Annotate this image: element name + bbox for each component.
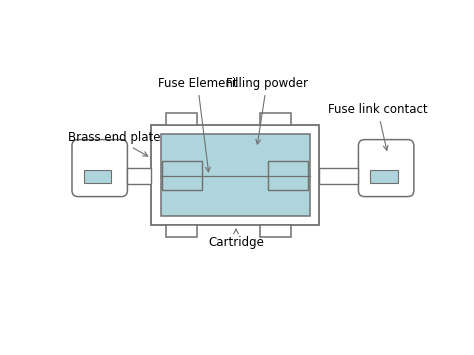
FancyBboxPatch shape: [128, 168, 151, 184]
FancyBboxPatch shape: [83, 170, 111, 183]
Text: Fuse link contact: Fuse link contact: [328, 103, 428, 150]
FancyBboxPatch shape: [260, 225, 291, 237]
FancyBboxPatch shape: [268, 161, 309, 190]
Text: Brass end plate: Brass end plate: [68, 131, 161, 156]
FancyBboxPatch shape: [319, 168, 358, 184]
Text: Fuse Element: Fuse Element: [158, 77, 237, 172]
FancyBboxPatch shape: [72, 140, 128, 197]
FancyBboxPatch shape: [151, 125, 319, 225]
FancyBboxPatch shape: [166, 113, 197, 125]
FancyBboxPatch shape: [161, 134, 310, 216]
FancyBboxPatch shape: [358, 140, 414, 197]
Text: Filling powder: Filling powder: [226, 77, 308, 144]
FancyBboxPatch shape: [370, 170, 398, 183]
FancyBboxPatch shape: [166, 225, 197, 237]
FancyBboxPatch shape: [162, 161, 202, 190]
FancyBboxPatch shape: [260, 113, 291, 125]
Text: Cartridge: Cartridge: [208, 229, 264, 249]
